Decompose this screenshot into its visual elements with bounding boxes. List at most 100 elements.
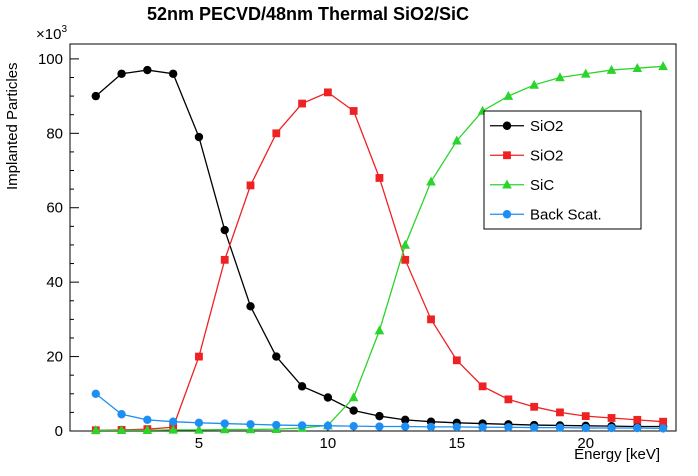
triangle-marker [348,392,359,402]
legend-item: SiO2 [490,118,563,135]
circle-marker [478,423,487,432]
circle-marker [220,419,229,428]
triangle-marker [194,424,204,434]
circle-marker [426,422,436,432]
triangle-marker [658,61,668,71]
legend-item: SiO2 [490,147,563,164]
circle-marker [323,393,333,402]
square-marker [478,382,487,391]
triangle-marker [580,68,591,78]
square-marker [530,402,539,411]
triangle-marker [374,325,385,335]
square-marker [633,415,642,424]
triangle-marker [90,425,101,435]
square-marker [246,181,255,190]
circle-marker [272,420,281,430]
series-3-back-scat- [91,389,668,433]
triangle-marker [503,90,514,100]
square-marker [452,356,461,365]
circle-marker [246,420,255,429]
y-tick-label: 60 [46,200,63,217]
legend-box [483,110,642,230]
circle-marker [194,418,204,428]
y-tick-label: 0 [55,423,63,440]
x-tick-label: 15 [448,435,465,452]
circle-marker [220,225,229,235]
circle-marker [117,410,126,419]
legend-item: SiC [490,177,554,194]
triangle-marker [142,425,153,435]
triangle-marker [529,79,539,89]
square-marker [581,412,590,421]
circle-marker [375,422,384,431]
legend: SiO2 SiO2 SiC Back Scat. [483,110,642,230]
square-marker [504,395,513,404]
circle-marker [91,389,100,398]
triangle-marker [245,424,256,434]
x-axis-title: Energy [keV] [574,446,660,463]
circle-marker [168,417,178,426]
legend-label: SiC [530,177,554,194]
square-marker [659,417,668,426]
square-marker [503,151,511,160]
circle-marker [323,421,333,430]
circle-marker [607,423,616,433]
circle-marker [168,69,178,78]
square-marker [272,129,281,138]
square-marker [556,408,564,417]
circle-marker [297,382,307,391]
circle-marker [658,424,668,433]
circle-marker [529,423,539,432]
triangle-marker [426,176,436,186]
triangle-marker [116,425,127,435]
square-marker [220,255,229,264]
circle-marker [349,406,358,415]
triangle-marker [606,64,617,74]
circle-marker [452,422,462,432]
square-marker [323,88,332,97]
y-tick-label: 80 [46,125,63,142]
circle-marker [502,121,512,130]
plot-frame [69,43,677,432]
x-tick-label: 5 [195,435,203,452]
circle-marker [117,69,126,78]
square-marker [349,107,358,115]
circle-marker [375,411,384,421]
circle-marker [633,423,642,433]
square-marker [607,414,616,422]
circle-marker [555,423,565,432]
circle-marker [401,422,410,431]
square-marker [375,174,384,182]
triangle-marker [632,62,643,72]
circle-marker [246,302,255,311]
circle-marker [194,132,204,142]
triangle-marker [219,424,230,434]
x-tick-label: 20 [577,435,594,452]
plot-content: 5 10 15 20 0 20 40 60 80 100 SiO2 SiO2 SiC Back Scat. [38,43,677,452]
triangle-marker [502,179,512,189]
chart-title: 52nm PECVD/48nm Thermal SiO2/SiC [146,4,470,24]
circle-marker [91,91,100,101]
triangle-marker [168,424,178,434]
y-tick-label: 40 [46,274,63,291]
circle-marker [581,423,590,433]
y-axis-title: Implanted Particles [4,62,21,190]
circle-marker [297,421,307,430]
legend-label: Back Scat. [530,206,602,223]
legend-label: SiO2 [530,147,563,164]
triangle-marker [555,72,565,82]
square-marker [401,255,410,264]
y-axis-scale-label: ×103 [36,24,67,43]
y-tick-label: 20 [46,349,63,366]
square-marker [195,352,203,361]
square-marker [427,315,435,324]
y-tick-label: 100 [38,51,63,68]
circle-marker [143,415,152,425]
circle-marker [504,423,513,432]
circle-marker [143,65,152,75]
legend-item: Back Scat. [490,206,602,223]
circle-marker [272,352,281,361]
legend-label: SiO2 [530,118,563,135]
